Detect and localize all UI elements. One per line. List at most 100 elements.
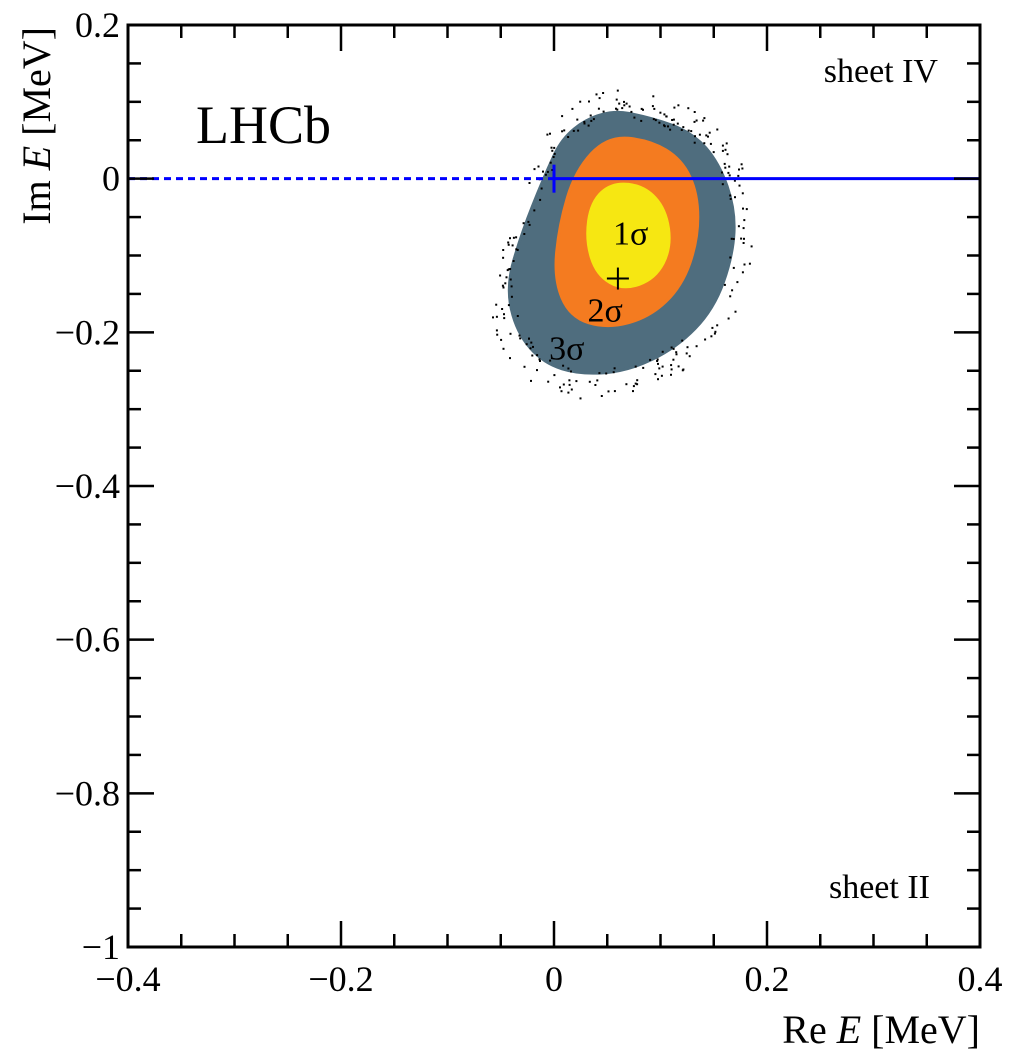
outlier-dot: [549, 161, 552, 164]
outlier-dot: [658, 121, 661, 124]
outlier-dot: [523, 233, 526, 235]
outlier-dot: [732, 266, 735, 269]
outlier-dot: [616, 108, 619, 111]
outlier-dot: [587, 124, 590, 127]
outlier-dot: [670, 364, 673, 367]
outlier-dot: [721, 144, 724, 147]
outlier-dot: [501, 308, 504, 310]
outlier-dot: [742, 242, 745, 244]
x-tick-label: 0: [545, 959, 563, 999]
outlier-dot: [549, 132, 551, 135]
outlier-dot: [510, 285, 513, 288]
outlier-dot: [503, 317, 506, 320]
axis-tick-labels: −0.4 −0.2 0 0.2 0.4 0.2 0 −0.2 −0.4 −0.6 −0.8 −1: [55, 5, 1003, 999]
outlier-dot: [496, 333, 499, 336]
outlier-dot: [695, 345, 698, 348]
outlier-dot: [690, 130, 693, 133]
outlier-dot: [528, 223, 531, 226]
outlier-dot: [579, 100, 582, 103]
outlier-dot: [590, 119, 593, 122]
outlier-dot: [651, 105, 654, 108]
outlier-dot: [676, 122, 679, 125]
outlier-dot: [688, 355, 691, 358]
outlier-dot: [592, 118, 595, 121]
outlier-dot: [598, 97, 601, 100]
x-tick-label: −0.2: [308, 959, 373, 999]
outlier-dot: [729, 295, 732, 298]
outlier-dot: [577, 129, 580, 132]
outlier-dot: [600, 395, 603, 397]
outlier-dot: [734, 196, 736, 199]
x-tick-label: 0.4: [958, 959, 1003, 999]
outlier-dot: [742, 227, 745, 230]
outlier-dot: [615, 98, 618, 101]
outlier-dot: [737, 174, 740, 177]
outlier-dot: [539, 360, 541, 362]
sigma-label-2: 2σ: [587, 292, 622, 329]
outlier-dot: [742, 207, 744, 210]
outlier-dot: [539, 198, 542, 201]
outlier-dot: [506, 269, 509, 272]
outlier-dot: [567, 367, 570, 370]
sheet-ii-label: sheet II: [829, 869, 930, 906]
outlier-dot: [594, 384, 597, 386]
outlier-dot: [660, 374, 663, 377]
outlier-dot: [728, 165, 731, 168]
outlier-dot: [532, 345, 534, 348]
x-tick-label: 0.2: [745, 959, 790, 999]
sigma-label-3: 3σ: [549, 331, 584, 368]
outlier-dot: [693, 120, 696, 123]
outlier-dot: [640, 119, 643, 122]
outlier-dot: [568, 383, 571, 386]
outlier-dot: [729, 194, 732, 197]
outlier-dot: [502, 249, 505, 251]
outlier-dot: [511, 244, 514, 247]
outlier-dot: [677, 365, 680, 368]
outlier-dot: [731, 289, 734, 292]
outlier-dot: [653, 107, 656, 110]
outlier-dot: [570, 370, 572, 373]
sigma-label-1: 1σ: [613, 215, 648, 252]
outlier-dot: [567, 391, 570, 394]
outlier-dot: [687, 129, 690, 132]
outlier-dot: [563, 129, 566, 132]
x-axis-title: Re E [MeV]: [782, 1007, 980, 1052]
outlier-dot: [695, 119, 698, 122]
outlier-dot: [634, 382, 637, 385]
outlier-dot: [750, 245, 753, 248]
outlier-dot: [672, 358, 675, 361]
outlier-dot: [529, 347, 532, 350]
outlier-dot: [613, 367, 616, 370]
outlier-dot: [547, 380, 550, 383]
outlier-dot: [522, 222, 525, 225]
axis-ticks: [126, 23, 982, 949]
outlier-dot: [549, 359, 552, 362]
outlier-dot: [507, 268, 510, 271]
outlier-dot: [704, 338, 707, 341]
outlier-dot: [588, 380, 591, 383]
outlier-dot: [703, 142, 706, 145]
outlier-dot: [682, 368, 685, 371]
outlier-dot: [714, 330, 717, 333]
outlier-dot: [515, 236, 518, 239]
outlier-dot: [737, 225, 740, 228]
outlier-dot: [509, 237, 511, 240]
outlier-dot: [500, 338, 503, 341]
outlier-dot: [721, 149, 724, 152]
outlier-dot: [527, 220, 530, 223]
outlier-dot: [657, 378, 659, 381]
outlier-dot: [550, 146, 553, 149]
outlier-dot: [740, 163, 743, 166]
outlier-dot: [743, 263, 746, 266]
outlier-dot: [602, 92, 605, 94]
outlier-dot: [570, 388, 573, 391]
outlier-dot: [656, 360, 659, 362]
outlier-dot: [504, 282, 507, 285]
outlier-dot: [711, 326, 714, 329]
y-tick-label: −0.8: [55, 773, 120, 813]
outlier-dot: [536, 354, 539, 357]
outlier-dot: [571, 107, 574, 110]
outlier-dot: [546, 133, 549, 136]
outlier-dot: [607, 390, 610, 393]
